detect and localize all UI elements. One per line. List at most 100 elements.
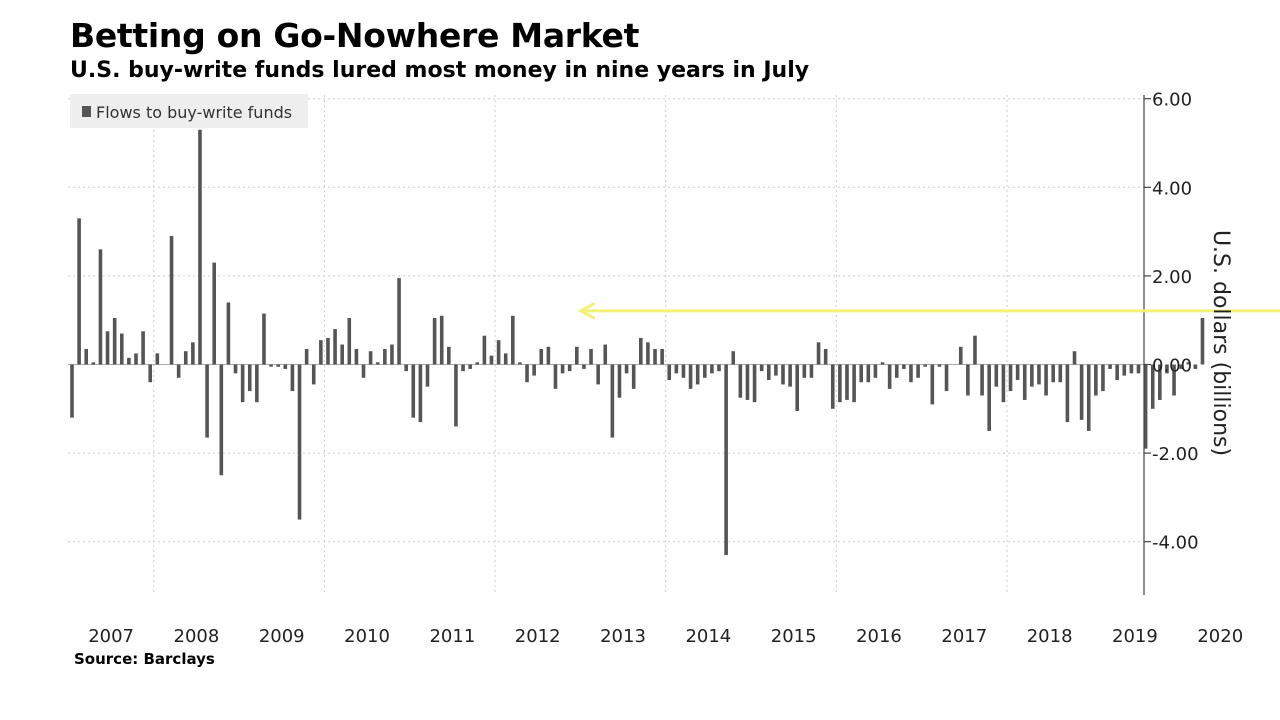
bar: [105, 331, 110, 365]
bar: [383, 348, 387, 365]
bar: [966, 364, 970, 396]
bar: [596, 364, 600, 385]
bar: [468, 364, 472, 369]
x-tick-label: 2016: [856, 626, 902, 647]
bar: [447, 346, 451, 365]
x-tick-label: 2007: [88, 626, 134, 647]
bar: [745, 364, 750, 400]
bar: [354, 348, 359, 365]
bar: [902, 364, 906, 369]
x-tick-label: 2018: [1027, 626, 1073, 647]
bar: [432, 317, 437, 365]
bar: [347, 317, 352, 365]
bar: [148, 364, 153, 383]
bar: [1158, 364, 1162, 400]
bar: [781, 364, 785, 385]
bar: [518, 362, 522, 365]
bar: [973, 335, 977, 365]
bar: [240, 364, 245, 403]
chart-title: Betting on Go-Nowhere Market: [70, 16, 640, 55]
bar: [816, 342, 821, 365]
bar: [539, 348, 544, 365]
bar: [603, 344, 608, 365]
bar: [880, 362, 885, 365]
bar: [397, 278, 401, 365]
bar: [923, 364, 927, 367]
bar: [489, 355, 494, 365]
bar: [361, 364, 366, 378]
y-axis: 6.00 4.00 2.00 0.00 -2.00 -4.00: [1143, 90, 1199, 595]
bar: [532, 364, 536, 376]
bar: [809, 364, 814, 378]
bar: [667, 364, 672, 381]
bar: [688, 364, 693, 389]
bar: [461, 364, 465, 372]
bar: [390, 344, 394, 365]
bar-series: [70, 129, 1205, 555]
bar: [1079, 364, 1084, 420]
bar: [404, 364, 408, 372]
bar: [169, 236, 174, 365]
x-tick-label: 2020: [1197, 626, 1243, 647]
bar: [283, 364, 288, 369]
gridlines: [68, 95, 1144, 595]
bar: [503, 353, 508, 365]
y-tick-label: 4.00: [1152, 178, 1192, 199]
bar: [866, 364, 871, 383]
y-tick-label: -2.00: [1152, 444, 1199, 465]
bar: [226, 302, 231, 365]
bar: [290, 364, 295, 392]
bar: [1108, 364, 1112, 369]
bar: [212, 262, 216, 365]
bar: [205, 364, 209, 438]
bar: [425, 364, 430, 387]
bar: [994, 364, 999, 387]
bar: [176, 364, 181, 378]
bar: [859, 364, 864, 383]
bar: [311, 364, 316, 385]
bar: [255, 364, 259, 403]
bar: [710, 364, 714, 374]
bar: [1058, 364, 1063, 383]
bar: [724, 364, 728, 555]
bar: [1008, 364, 1013, 392]
bar: [987, 364, 991, 431]
bar: [219, 364, 224, 476]
bar: [631, 364, 636, 389]
bar: [91, 362, 96, 365]
x-tick-label: 2014: [685, 626, 731, 647]
bar: [297, 364, 302, 520]
annotations: [577, 302, 1280, 320]
bar: [1072, 351, 1077, 365]
chart-subtitle: U.S. buy-write funds lured most money in…: [70, 58, 810, 83]
bar: [1136, 364, 1141, 374]
bar: [496, 340, 501, 365]
x-tick-label: 2019: [1112, 626, 1158, 647]
bar: [774, 364, 778, 376]
x-tick-label: 2017: [941, 626, 987, 647]
x-axis-labels: 2007 2008 2009 2010 2011 2012 2013 2014 2015 2016…: [88, 626, 1243, 647]
bar: [823, 348, 828, 365]
bar: [98, 249, 103, 365]
bar: [624, 364, 629, 374]
bar: [567, 364, 572, 372]
bar: [802, 364, 807, 378]
bar: [333, 329, 337, 365]
bar: [575, 346, 579, 365]
bar: [1165, 364, 1169, 374]
y-tick-label: 0.00: [1152, 356, 1192, 377]
bar: [752, 364, 757, 403]
legend-swatch: [82, 106, 91, 117]
bar: [702, 364, 707, 378]
bar: [873, 364, 878, 378]
bar: [766, 364, 771, 381]
bar: [1094, 364, 1098, 396]
bar: [525, 364, 529, 383]
y-tick-label: 2.00: [1152, 267, 1192, 288]
bar: [439, 315, 444, 365]
bar: [119, 333, 124, 365]
bar: [155, 353, 160, 365]
bar: [247, 364, 252, 392]
bar: [788, 364, 792, 387]
